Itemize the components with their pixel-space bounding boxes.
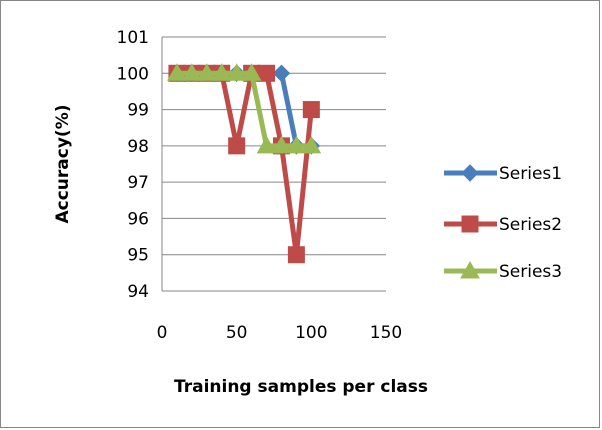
legend-series1-label: Series1 (499, 164, 562, 184)
series3-point (226, 63, 247, 81)
legend-series1-swatch-marker (461, 164, 479, 182)
series3-point (167, 63, 187, 81)
x-tick-label: 0 (157, 323, 168, 343)
series2-point (287, 246, 305, 264)
legend-series2-swatch-marker (461, 215, 479, 233)
series3-point (286, 135, 307, 154)
x-tick-label: 50 (226, 323, 248, 343)
series1-point (272, 64, 291, 82)
series2-point (258, 64, 276, 82)
series2-line (176, 70, 314, 258)
legend-layer: Series1 Series2 Series3 (444, 164, 562, 282)
series3-point (256, 135, 277, 154)
legend-series3-swatch-marker (460, 260, 480, 279)
legend-series3-label: Series3 (499, 262, 562, 282)
series3-point (196, 63, 217, 81)
series2-point (228, 137, 246, 155)
y-tick-label: 95 (127, 246, 149, 266)
y-tick-label: 94 (127, 282, 149, 302)
series-layer (167, 63, 322, 264)
y-tick-label: 99 (127, 101, 149, 121)
series2-point (302, 101, 320, 119)
y-tick-label: 96 (127, 209, 149, 229)
series3-point (301, 135, 322, 154)
series3-point (211, 63, 232, 81)
x-axis-title: Training samples per class (174, 377, 428, 397)
y-tick-label: 98 (127, 137, 149, 157)
legend-series2-label: Series2 (499, 215, 562, 235)
y-tick-label: 101 (117, 28, 149, 48)
series3-line (176, 70, 312, 149)
y-axis-title: Accuracy(%) (53, 105, 73, 224)
y-tick-label: 97 (127, 173, 149, 193)
series3-point (271, 135, 292, 154)
series3-point (182, 63, 202, 81)
series3-point (241, 63, 262, 81)
y-tick-label: 100 (117, 64, 149, 84)
x-tick-label: 150 (370, 323, 402, 343)
axis-layer: 94 95 96 97 98 99 100 101 0 50 100 150 (117, 28, 403, 343)
x-tick-label: 100 (295, 323, 327, 343)
